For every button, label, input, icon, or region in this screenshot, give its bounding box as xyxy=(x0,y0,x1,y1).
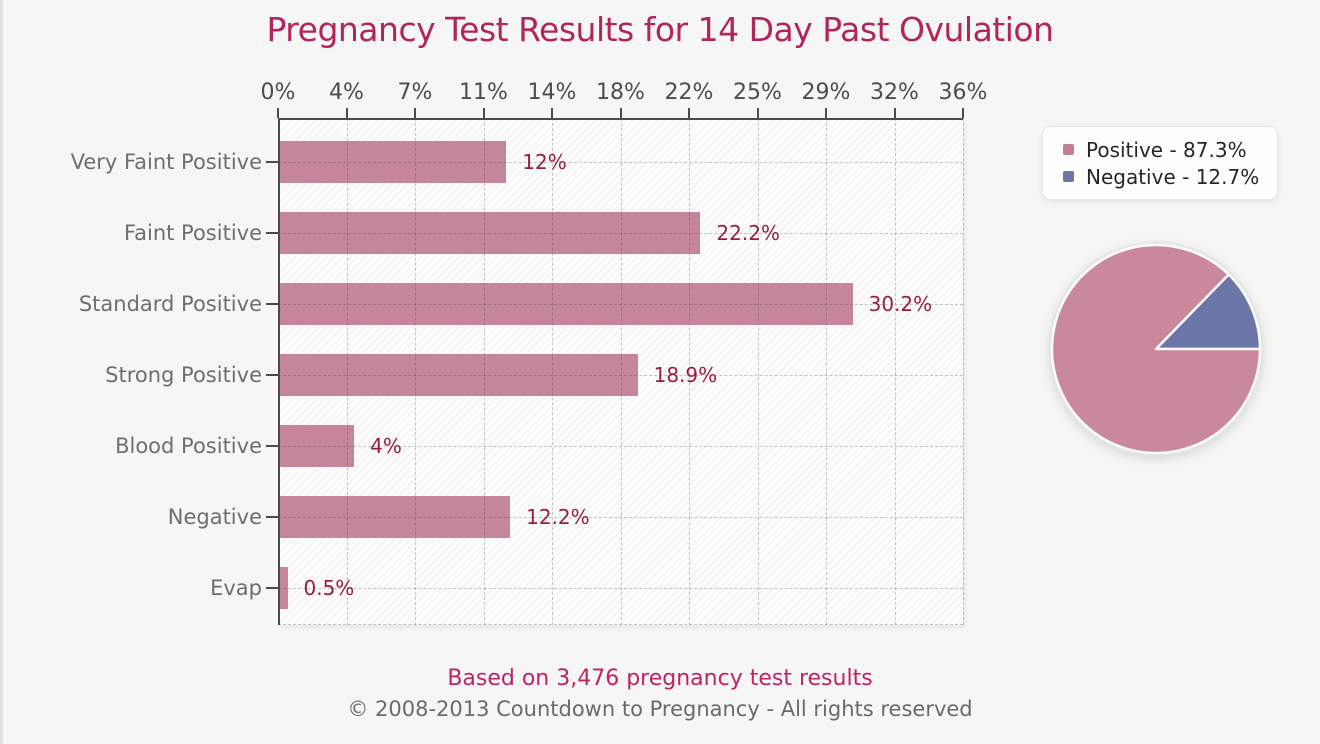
plot-area: 12% 22.2% 30.2% 18.9% 4% 12.2% 0.5% xyxy=(266,108,964,625)
pie-slice-positive xyxy=(1050,243,1262,455)
y-tick-mark xyxy=(266,587,278,590)
v-gridline xyxy=(415,118,416,625)
x-axis-line xyxy=(278,118,963,120)
v-gridline xyxy=(483,118,485,625)
x-tick-mark xyxy=(893,108,896,118)
copyright-note: © 2008-2013 Countdown to Pregnancy - All… xyxy=(347,697,973,721)
v-gridline xyxy=(894,118,896,625)
x-tick-mark xyxy=(482,108,485,118)
x-tick-mark xyxy=(825,108,827,118)
h-gridline xyxy=(278,375,963,376)
bar-value-label: 12.2% xyxy=(526,505,590,530)
y-axis-line xyxy=(278,118,280,625)
category-labels: Very Faint Positive Faint Positive Standar… xyxy=(0,118,262,625)
x-tick-label: 4% xyxy=(329,80,364,105)
x-tick-label: 36% xyxy=(938,80,988,105)
bar-value-label: 12% xyxy=(522,149,567,174)
category-label-strong-positive: Strong Positive xyxy=(105,363,262,387)
x-tick-mark xyxy=(277,108,279,118)
h-gridline xyxy=(278,232,963,234)
bar-very-faint-positive xyxy=(280,140,507,183)
v-gridline xyxy=(620,118,622,625)
x-tick-mark xyxy=(962,108,964,118)
x-tick-label: 7% xyxy=(397,80,433,105)
h-gridline xyxy=(278,161,963,163)
v-gridline xyxy=(346,118,348,625)
bar-negative xyxy=(280,496,511,539)
bar-value-label: 4% xyxy=(370,434,402,459)
x-tick-label: 14% xyxy=(527,80,577,105)
h-gridline xyxy=(278,303,963,305)
plot-bottom-edge xyxy=(278,624,963,625)
bar-strong-positive xyxy=(280,354,638,396)
x-tick-label: 32% xyxy=(870,80,919,105)
x-tick-label: 22% xyxy=(664,80,714,105)
h-gridline xyxy=(278,588,963,590)
category-label-faint-positive: Faint Positive xyxy=(123,220,262,245)
y-tick-mark xyxy=(266,445,278,448)
legend-swatch xyxy=(1063,171,1074,182)
bar-value-label: 30.2% xyxy=(868,291,933,316)
bar-value-label: 0.5% xyxy=(303,576,355,601)
v-gridline xyxy=(826,118,827,625)
chart-title: Pregnancy Test Results for 14 Day Past O… xyxy=(266,10,1054,49)
category-label-blood-positive: Blood Positive xyxy=(115,434,262,459)
bar-value-label: 22.2% xyxy=(716,220,780,245)
pie-slice-negative xyxy=(1154,273,1262,351)
y-tick-mark xyxy=(266,231,278,234)
y-tick-mark xyxy=(266,302,278,305)
v-gridline xyxy=(757,118,759,625)
category-label-very-faint-positive: Very Faint Positive xyxy=(70,149,262,174)
x-tick-mark xyxy=(688,108,690,118)
x-tick-label: 0% xyxy=(260,80,296,105)
h-gridline xyxy=(278,517,963,519)
bar-blood-positive xyxy=(280,425,355,468)
category-label-negative: Negative xyxy=(167,505,262,530)
legend-item-negative: Negative - 12.7% xyxy=(1063,163,1259,190)
pie-chart xyxy=(1048,241,1264,457)
category-label-standard-positive: Standard Positive xyxy=(78,291,262,316)
x-axis-tick-labels: 0% 4% 7% 11% 14% 18% 22% 25% 29% 32% 36% xyxy=(261,80,988,110)
y-tick-mark xyxy=(266,374,278,376)
h-gridline xyxy=(278,446,963,448)
x-tick-label: 25% xyxy=(733,80,782,105)
y-tick-mark xyxy=(266,160,278,163)
x-tick-mark xyxy=(551,108,553,118)
bar-evap xyxy=(280,567,288,610)
bar-standard-positive xyxy=(280,282,853,325)
v-gridline xyxy=(552,118,553,625)
category-label-evap: Evap xyxy=(210,576,262,601)
sample-size-note: Based on 3,476 pregnancy test results xyxy=(447,666,873,691)
legend-label: Positive - 87.3% xyxy=(1086,137,1247,162)
x-tick-mark xyxy=(345,108,348,118)
x-tick-mark xyxy=(756,108,759,118)
bar-value-label: 18.9% xyxy=(653,363,718,387)
x-tick-label: 29% xyxy=(801,80,851,105)
v-gridline xyxy=(963,118,964,625)
v-gridline xyxy=(689,118,690,625)
legend-label: Negative - 12.7% xyxy=(1086,164,1260,189)
x-tick-label: 11% xyxy=(459,80,508,105)
window-left-border xyxy=(0,0,3,744)
x-tick-label: 18% xyxy=(596,80,645,105)
x-tick-mark xyxy=(619,108,622,118)
y-tick-mark xyxy=(266,516,278,519)
legend-swatch xyxy=(1063,144,1074,155)
bar-faint-positive xyxy=(280,211,701,254)
legend-item-positive: Positive - 87.3% xyxy=(1063,136,1259,163)
x-tick-mark xyxy=(414,108,416,118)
legend: Positive - 87.3% Negative - 12.7% xyxy=(1042,126,1279,200)
